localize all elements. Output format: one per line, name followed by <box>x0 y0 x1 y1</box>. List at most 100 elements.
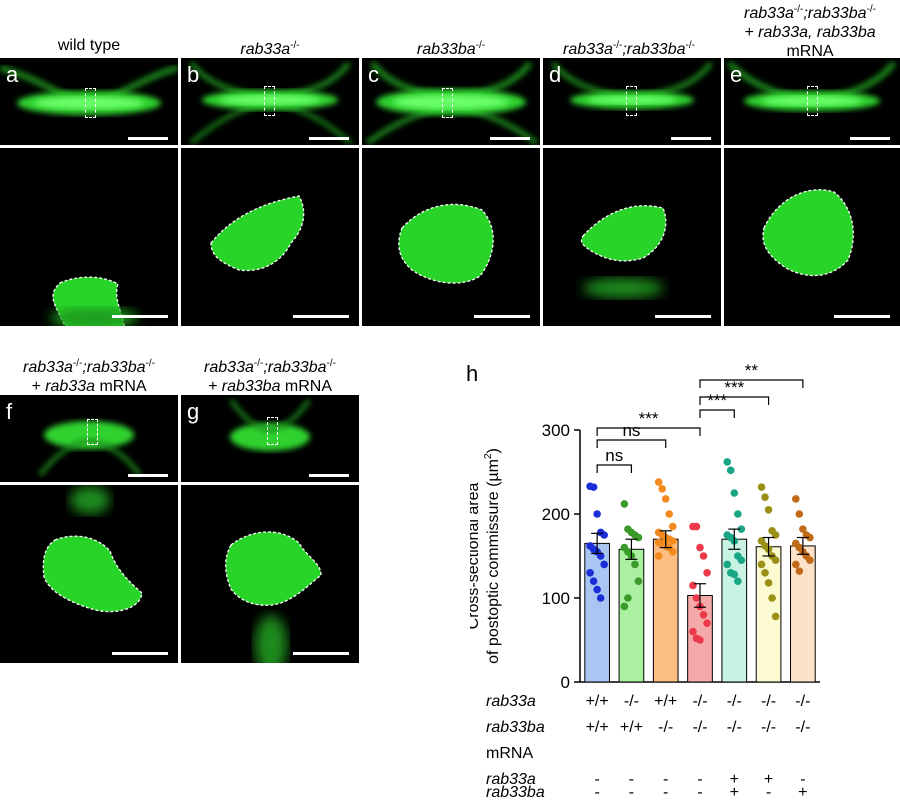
roi-box-b <box>264 86 275 116</box>
data-point <box>734 510 742 518</box>
data-point <box>696 543 704 552</box>
panel-letter-h: h <box>466 361 479 386</box>
data-point <box>600 531 608 539</box>
bar-chart: 0 100 200 300 Cross-sectional area of postopt… <box>470 361 820 800</box>
data-point <box>699 611 708 619</box>
y-tick-label: 0 <box>561 673 570 692</box>
title-d: rab33a-/-;rab33ba-/- <box>563 40 695 58</box>
data-point <box>596 594 605 602</box>
data-point <box>596 552 605 560</box>
data-point <box>703 569 711 577</box>
commissure-overview-b <box>189 61 353 145</box>
table-cell: -/- <box>692 719 707 736</box>
data-point <box>806 533 814 542</box>
image-b-zoom <box>181 148 359 326</box>
scalebar-c-top <box>490 137 530 140</box>
bar <box>618 548 645 683</box>
table-cell: - <box>594 784 599 800</box>
table-cell: + <box>730 784 739 800</box>
table-cell: -/- <box>624 693 639 710</box>
scalebar-f-zoom <box>112 652 168 655</box>
data-point <box>692 522 701 531</box>
commissure-zoom-f <box>42 486 143 613</box>
y-axis-label: Cross-sectional area of postoptic commiss… <box>470 448 502 664</box>
data-point <box>723 560 732 569</box>
data-point <box>692 594 701 602</box>
data-point <box>730 489 739 497</box>
table-row-label: rab33a <box>486 693 536 710</box>
commissure-overview-d <box>551 61 714 109</box>
data-point <box>631 560 639 569</box>
roi-box-g <box>267 417 278 445</box>
image-f-zoom <box>0 485 178 663</box>
commissure-overview-g <box>229 398 311 451</box>
data-point <box>737 525 746 533</box>
table-cell: -/- <box>795 693 810 710</box>
title-c: rab33ba-/- <box>416 40 486 58</box>
y-tick-label: 300 <box>542 421 570 440</box>
image-b-overview: b <box>181 58 359 145</box>
scalebar-f-top <box>128 474 168 477</box>
roi-box-d <box>626 86 637 116</box>
data-point <box>620 500 629 508</box>
significance-bracket <box>596 439 667 448</box>
data-point <box>806 556 814 564</box>
data-point <box>764 579 773 587</box>
panel-letter-d: d <box>549 62 562 87</box>
data-point <box>689 627 697 636</box>
scalebar-g-top <box>309 474 349 477</box>
commissure-overview-c <box>365 61 539 145</box>
data-point <box>696 636 704 644</box>
data-point <box>761 493 769 501</box>
panel-letter-b: b <box>187 62 200 87</box>
commissure-zoom-b <box>210 195 305 272</box>
panel-letter-e: e <box>730 62 743 87</box>
roi-box-f <box>87 419 98 445</box>
data-point <box>799 525 807 533</box>
panel-letter-f: f <box>6 399 13 424</box>
scalebar-b-zoom <box>293 315 349 318</box>
table-cell: + <box>730 771 739 788</box>
panel-letter-g: g <box>187 399 200 424</box>
data-point <box>730 570 739 579</box>
image-g-zoom <box>181 485 359 663</box>
table-row-label: rab33ba <box>486 784 545 800</box>
table-cell: - <box>663 771 668 788</box>
data-point <box>737 556 746 564</box>
table-cell: - <box>697 784 702 800</box>
image-c-overview: c <box>362 58 540 145</box>
scalebar-d-zoom <box>655 315 711 318</box>
significance-bracket <box>699 409 735 418</box>
image-a-overview: a <box>0 58 178 145</box>
table-cell: -/- <box>761 693 776 710</box>
data-point <box>703 619 711 627</box>
data-point <box>658 485 666 493</box>
table-cell: -/- <box>658 719 673 736</box>
panel-letter-c: c <box>368 62 379 87</box>
data-point <box>634 533 643 542</box>
y-tick-label: 100 <box>542 589 570 608</box>
table-cell: +/+ <box>586 719 609 736</box>
table-cell: + <box>798 784 807 800</box>
image-c-zoom <box>362 148 540 326</box>
roi-box-a <box>85 88 96 118</box>
significance-bracket <box>596 427 701 436</box>
commissure-overview-a <box>0 65 178 115</box>
significance-bracket <box>596 464 633 473</box>
table-cell: -/- <box>727 693 742 710</box>
commissure-zoom-a <box>50 276 138 326</box>
significance-label: ns <box>605 446 623 465</box>
table-cell: - <box>663 784 668 800</box>
data-point <box>771 612 780 621</box>
data-point <box>726 466 735 475</box>
scalebar-b-top <box>309 137 349 140</box>
data-point <box>589 483 598 491</box>
data-point <box>634 577 643 585</box>
commissure-overview-e <box>726 60 897 111</box>
bar <box>652 538 679 683</box>
image-d-overview: d <box>543 58 721 145</box>
image-g-overview: g <box>181 395 359 482</box>
table-cell: -/- <box>761 719 776 736</box>
data-point <box>795 567 804 575</box>
table-cell: -/- <box>727 719 742 736</box>
